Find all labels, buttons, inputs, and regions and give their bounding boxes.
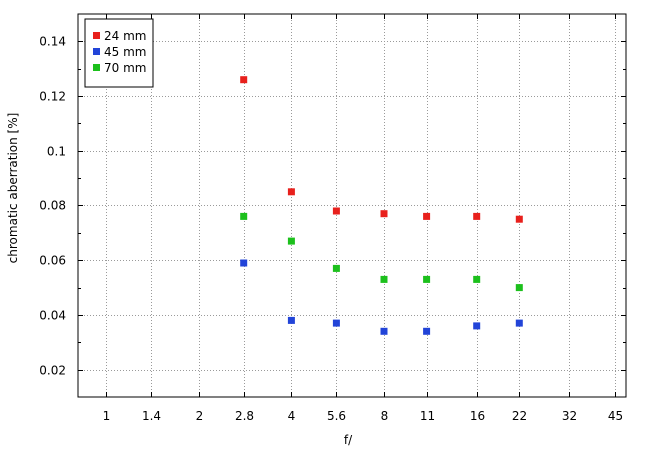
data-point [240, 259, 248, 267]
x-tick-label: 1.4 [142, 409, 161, 423]
data-point [380, 210, 388, 218]
data-point [240, 76, 248, 84]
data-point [423, 212, 431, 220]
x-tick-label: 45 [608, 409, 623, 423]
data-point [380, 327, 388, 335]
x-tick-label: 32 [562, 409, 577, 423]
legend-marker-70mm [93, 64, 100, 71]
data-point [240, 212, 248, 220]
x-tick-label: 8 [381, 409, 389, 423]
x-tick-label: 5.6 [327, 409, 346, 423]
data-point [473, 275, 481, 283]
data-point [515, 284, 523, 292]
data-points [240, 76, 523, 335]
x-axis-label: f/ [344, 433, 353, 447]
x-tick-label: 11 [420, 409, 435, 423]
legend: 24 mm 45 mm 70 mm [84, 18, 154, 88]
y-tick-label: 0.12 [39, 90, 66, 104]
y-tick-label: 0.02 [39, 364, 66, 378]
data-point [332, 319, 340, 327]
series-45-mm [240, 259, 523, 335]
data-point [332, 264, 340, 272]
data-point [423, 275, 431, 283]
data-point [380, 275, 388, 283]
data-point [287, 316, 295, 324]
data-point [287, 237, 295, 245]
x-tick-label: 2.8 [235, 409, 254, 423]
legend-entry-45mm: 45 mm [104, 45, 146, 59]
axis-ticks [78, 14, 626, 397]
plot-area-frame [77, 13, 627, 398]
x-tick-label: 1 [103, 409, 111, 423]
x-tick-label: 16 [470, 409, 485, 423]
data-point [515, 215, 523, 223]
data-point [287, 188, 295, 196]
legend-entry-70mm: 70 mm [104, 61, 146, 75]
legend-marker-45mm [93, 48, 100, 55]
series-70-mm [240, 212, 523, 292]
x-tick-label: 4 [288, 409, 296, 423]
y-axis-label: chromatic aberration [%] [6, 113, 20, 264]
data-point [332, 207, 340, 215]
y-tick-label: 0.1 [47, 145, 66, 159]
y-tick-label: 0.06 [39, 254, 66, 268]
x-tick-label: 22 [512, 409, 527, 423]
data-point [423, 327, 431, 335]
tick-labels: 1 1.4 2 2.8 4 5.6 8 11 16 22 32 45 0.02 0.04 0.06 0.08 0… [39, 35, 623, 424]
legend-marker-24mm [93, 32, 100, 39]
y-tick-label: 0.14 [39, 35, 66, 49]
series-24-mm [240, 76, 523, 223]
data-point [515, 319, 523, 327]
y-tick-label: 0.04 [39, 309, 66, 323]
y-tick-label: 0.08 [39, 199, 66, 213]
legend-entry-24mm: 24 mm [104, 29, 146, 43]
data-point [473, 322, 481, 330]
data-point [473, 212, 481, 220]
x-tick-label: 2 [196, 409, 204, 423]
